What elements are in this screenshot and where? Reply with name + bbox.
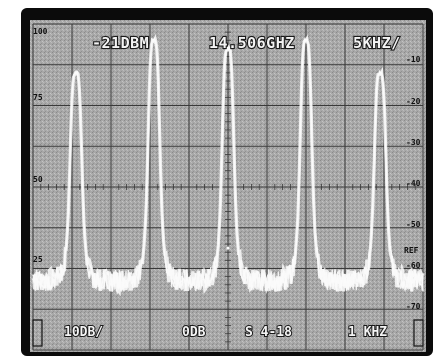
right-tick-label: -20 [406, 97, 421, 106]
attenuation-readout: 0DB [182, 325, 206, 340]
right-scale: -10 -20 -30 -40 -50 -60 -70 [406, 55, 421, 311]
span-readout: 5KHZ/ [353, 34, 401, 52]
right-tick-label: -40 [406, 179, 421, 188]
ref-marker-label: REF [404, 246, 419, 255]
left-tick-label: 50 [33, 175, 43, 184]
right-tick-label: -30 [406, 138, 421, 147]
reference-level-readout: -21DBM [92, 34, 149, 52]
left-tick-label: 75 [33, 93, 43, 102]
footer-side-box [32, 319, 43, 347]
graticule-grid [32, 23, 424, 351]
right-tick-label: -60 [406, 261, 421, 270]
center-frequency-readout: 14.506GHZ [209, 34, 295, 52]
spectrum-peak-point [378, 71, 382, 75]
scale-readout: 10DB/ [64, 325, 103, 340]
spectrum-peak-point [226, 246, 230, 250]
left-tick-label: 100 [33, 27, 48, 36]
footer-side-box-right [413, 319, 424, 347]
bandwidth-readout: 1 KHZ [348, 325, 387, 340]
spectrum-peak-point [152, 38, 156, 42]
left-tick-label: 25 [33, 255, 43, 264]
left-scale: 100 75 50 25 [33, 27, 48, 264]
spectrum-peak-point [74, 71, 78, 75]
right-tick-label: -10 [406, 55, 421, 64]
spectrum-peak-point [226, 46, 230, 50]
spectrum-trace [31, 34, 425, 297]
right-tick-label: -70 [406, 302, 421, 311]
sweep-readout: S 4-18 [245, 325, 292, 340]
right-tick-label: -50 [406, 220, 421, 229]
spectrum-peak-point [304, 38, 308, 42]
